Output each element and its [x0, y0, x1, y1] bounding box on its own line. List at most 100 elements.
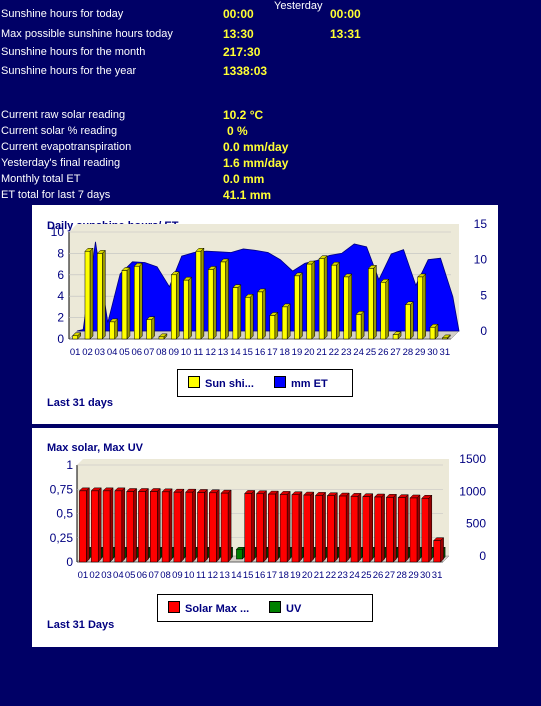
- solar-bar-side: [227, 489, 232, 563]
- y2-tick-label: 15: [474, 217, 488, 231]
- solar-bar: [185, 491, 193, 563]
- solar-bar-side: [310, 491, 314, 563]
- solar-bar: [303, 494, 311, 563]
- sunshine-bar: [232, 287, 239, 340]
- stat-value-sunshine-today: 00:00: [223, 7, 254, 21]
- x-tick-label: 07: [144, 347, 155, 358]
- legend-item-uv: UV: [269, 601, 301, 615]
- x-tick-label: 17: [267, 570, 278, 581]
- y-tick-label: 0,5: [56, 507, 73, 521]
- sunshine-bar: [220, 261, 226, 340]
- sunshine-bar-side: [126, 266, 131, 340]
- x-tick-label: 28: [396, 570, 407, 581]
- solar-bar: [409, 497, 418, 563]
- sunshine-bar: [109, 321, 115, 340]
- x-tick-label: 03: [95, 347, 106, 358]
- x-tick-label: 25: [366, 347, 377, 358]
- sunshine-et-chart-panel: Daily sunshine hours/ ET 024681005101501…: [32, 205, 498, 424]
- sunshine-bar: [207, 269, 214, 340]
- sunshine-bar: [318, 258, 325, 340]
- solar-bar-side: [109, 487, 114, 563]
- sunshine-bar: [294, 275, 300, 340]
- solar-bar-side: [251, 489, 255, 563]
- solar-bar: [209, 492, 217, 563]
- solar-bar: [433, 540, 441, 563]
- x-tick-label: 20: [302, 570, 313, 581]
- sunshine-bar: [331, 264, 337, 340]
- legend-item-solar: Solar Max ...: [168, 601, 249, 615]
- y-tick-label: 10: [51, 225, 65, 239]
- x-tick-label: 24: [349, 570, 360, 581]
- solar-bar: [161, 491, 170, 563]
- x-tick-label: 17: [267, 347, 278, 358]
- chart-footer: Last 31 days: [47, 397, 114, 409]
- solar-uv-chart-panel: Max solar, Max UV 0 0,25 0,5 0,75 1 0 500 1000 1…: [32, 428, 498, 647]
- sunshine-bar-side: [175, 271, 180, 340]
- x-tick-label: 18: [278, 570, 289, 581]
- solar-bar-side: [298, 491, 303, 563]
- y2-tick-label: 0: [479, 549, 486, 563]
- x-tick-label: 02: [82, 347, 93, 358]
- sunshine-bar-side: [348, 273, 353, 340]
- x-tick-label: 23: [337, 570, 348, 581]
- sunshine-bar: [72, 335, 78, 340]
- solar-bar: [386, 497, 394, 563]
- x-tick-label: 29: [415, 347, 426, 358]
- y2-tick-label: 1500: [459, 452, 486, 466]
- sunshine-bar: [405, 304, 411, 340]
- solar-bar-side: [263, 490, 267, 563]
- x-tick-label: 09: [172, 570, 183, 581]
- solar-bar-side: [286, 490, 291, 563]
- solar-bar-side: [145, 487, 149, 563]
- y2-tick-label: 1000: [459, 484, 486, 498]
- solar-bar: [338, 495, 347, 563]
- x-tick-label: 10: [181, 347, 192, 358]
- x-tick-label: 04: [113, 570, 124, 581]
- sunshine-bar-side: [89, 247, 94, 340]
- solar-bar: [220, 492, 229, 563]
- legend-swatch-et: [274, 376, 286, 388]
- solar-bar-side: [168, 488, 173, 563]
- y-tick-label: 4: [57, 289, 64, 303]
- solar-bar-side: [192, 488, 196, 563]
- y-tick-label: 6: [57, 268, 64, 282]
- uv-bar-side: [242, 546, 245, 560]
- reading-value-yesterday-final: 1.6 mm/day: [223, 156, 289, 170]
- sunshine-bar-side: [410, 301, 414, 340]
- x-tick-label: 11: [196, 570, 206, 581]
- y2-tick-label: 500: [466, 517, 486, 531]
- y-tick-label: 0,25: [50, 531, 74, 545]
- sunshine-bar: [442, 337, 448, 340]
- sunshine-bar: [158, 336, 165, 340]
- y2-tick-label: 10: [474, 253, 488, 267]
- x-tick-label: 15: [243, 570, 254, 581]
- sunshine-bar: [121, 270, 128, 340]
- solar-bar-side: [416, 494, 421, 563]
- sunshine-bar: [134, 265, 140, 340]
- x-tick-label: 19: [290, 570, 301, 581]
- sunshine-bar: [97, 253, 103, 340]
- x-tick-label: 02: [89, 570, 100, 581]
- yesterday-column-header: Yesterday: [274, 0, 323, 12]
- legend-item-et: mm ET: [274, 376, 328, 390]
- reading-label-et-7days: ET total for last 7 days: [1, 189, 111, 201]
- solar-bar: [102, 490, 111, 563]
- reading-label-raw-solar: Current raw solar reading: [1, 109, 126, 121]
- sunshine-bar-side: [299, 272, 303, 340]
- x-tick-label: 28: [403, 347, 414, 358]
- x-tick-label: 01: [78, 570, 89, 581]
- reading-label-evapotranspiration: Current evapotranspiration: [1, 141, 132, 153]
- sunshine-bar: [343, 276, 350, 340]
- solar-bar-side: [156, 487, 161, 563]
- y-tick-label: 2: [57, 311, 64, 325]
- sunshine-bar-side: [249, 293, 254, 340]
- sunshine-bar: [257, 291, 263, 340]
- solar-bar-side: [404, 494, 409, 563]
- solar-bar: [256, 493, 264, 563]
- solar-bar-side: [275, 490, 279, 563]
- x-tick-label: 14: [231, 570, 242, 581]
- reading-label-yesterday-final: Yesterday's final reading: [1, 157, 121, 169]
- solar-bar: [421, 498, 430, 563]
- x-tick-label: 13: [218, 347, 229, 358]
- x-tick-label: 31: [432, 570, 443, 581]
